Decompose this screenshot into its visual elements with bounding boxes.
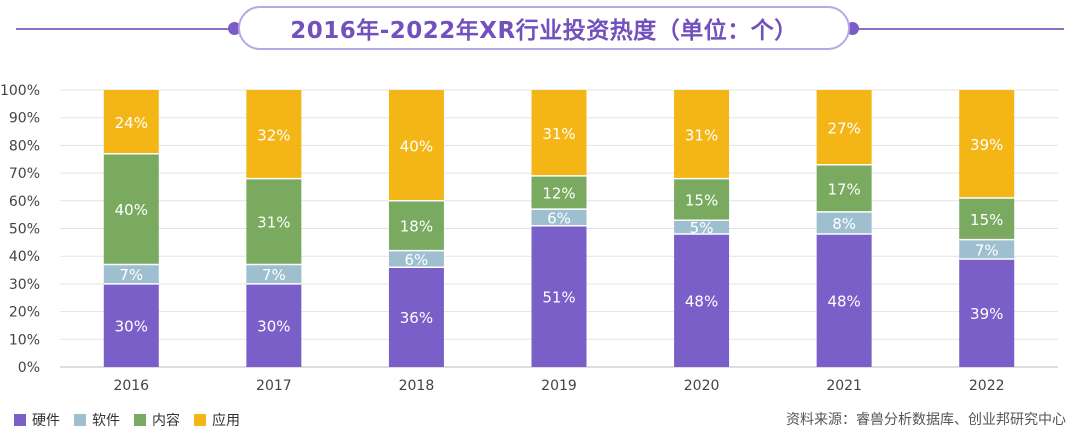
bar-segment [674, 90, 730, 179]
y-tick-label: 40% [9, 249, 40, 265]
legend-label-software: 软件 [92, 413, 120, 429]
data-label: 31% [257, 214, 290, 232]
bar-segment [816, 164, 872, 212]
data-label: 18% [400, 218, 433, 236]
data-label: 39% [970, 136, 1003, 154]
data-label: 6% [405, 251, 429, 269]
legend-label-hardware: 硬件 [32, 413, 60, 429]
bar-segment [246, 90, 302, 179]
bar-segment [959, 258, 1015, 367]
data-label: 15% [685, 191, 718, 209]
legend-swatch-hardware [14, 414, 26, 426]
bar-segment [246, 283, 302, 367]
y-tick-label: 20% [9, 305, 40, 321]
y-tick-label: 70% [9, 166, 40, 182]
y-tick-label: 50% [9, 222, 40, 238]
title-banner: 2016年-2022年XR行业投资热度（单位：个） [0, 0, 1080, 56]
x-tick-label: 2017 [256, 378, 292, 394]
bar-segment [388, 90, 444, 201]
bar-segment [959, 239, 1015, 259]
data-label: 30% [257, 317, 290, 335]
legend-label-content: 内容 [152, 413, 180, 429]
bar-segment [246, 264, 302, 284]
bar-segment [103, 90, 159, 154]
legend-swatch-application [194, 414, 206, 426]
data-label: 36% [400, 309, 433, 327]
x-tick-label: 2020 [684, 378, 720, 394]
x-tick-label: 2018 [399, 378, 435, 394]
legend-item-software: 软件 [74, 410, 120, 430]
title-dot-left [228, 22, 241, 35]
y-tick-label: 100% [0, 83, 40, 99]
legend: 硬件 软件 内容 应用 [14, 410, 254, 430]
y-tick-label: 90% [9, 111, 40, 127]
data-label: 17% [827, 180, 860, 198]
source-note: 资料来源：睿兽分析数据库、创业邦研究中心 [786, 412, 1066, 428]
y-tick-label: 10% [9, 332, 40, 348]
bar-segment [816, 234, 872, 367]
bar-segment [388, 250, 444, 268]
legend-swatch-content [134, 414, 146, 426]
data-label: 31% [685, 126, 718, 144]
data-label: 7% [119, 266, 143, 284]
stacked-bar-chart: 0% 10% 20% 30% 40% 50% 60% 70% 80% 90% 100% 30% 7% 40… [0, 83, 1058, 394]
data-label: 7% [975, 241, 999, 259]
bar-segment [816, 211, 872, 235]
x-tick-label: 2016 [113, 378, 149, 394]
bar-segment [246, 178, 302, 265]
data-label: 40% [400, 137, 433, 155]
bar-segment [959, 90, 1015, 199]
bar-segment [103, 283, 159, 367]
data-label: 40% [115, 201, 148, 219]
data-label: 27% [827, 119, 860, 137]
bar-segment [531, 225, 587, 367]
bar-segment [816, 90, 872, 165]
legend-item-content: 内容 [134, 410, 180, 430]
bar-segment [531, 175, 587, 210]
legend-item-application: 应用 [194, 410, 240, 430]
x-tick-label: 2022 [969, 378, 1005, 394]
bar-segment [103, 264, 159, 284]
legend-swatch-software [74, 414, 86, 426]
data-label: 30% [115, 317, 148, 335]
chart-title: 2016年-2022年XR行业投资热度（单位：个） [290, 18, 798, 44]
data-label: 48% [827, 293, 860, 311]
bar-segment [959, 198, 1015, 240]
data-label: 5% [690, 219, 714, 237]
bar-segment [531, 90, 587, 176]
title-line-right [842, 28, 1064, 30]
data-label: 39% [970, 305, 1003, 323]
legend-item-hardware: 硬件 [14, 410, 60, 430]
data-label: 31% [542, 125, 575, 143]
bar-segment [531, 209, 587, 226]
x-tick-label: 2021 [826, 378, 862, 394]
bar-segment [388, 200, 444, 251]
bar-segment [674, 234, 730, 367]
data-label: 24% [115, 114, 148, 132]
bar-segment [103, 153, 159, 265]
data-label: 51% [542, 288, 575, 306]
x-tick-label: 2019 [541, 378, 577, 394]
y-tick-label: 0% [18, 360, 40, 376]
data-label: 8% [832, 215, 856, 233]
title-box: 2016年-2022年XR行业投资热度（单位：个） [238, 6, 850, 50]
bar-segment [674, 220, 730, 235]
bar-segment [388, 267, 444, 367]
legend-label-application: 应用 [212, 413, 240, 429]
data-label: 7% [262, 266, 286, 284]
data-label: 12% [542, 184, 575, 202]
data-label: 48% [685, 293, 718, 311]
y-tick-label: 80% [9, 138, 40, 154]
data-label: 32% [257, 126, 290, 144]
data-label: 15% [970, 211, 1003, 229]
y-tick-label: 60% [9, 194, 40, 210]
bar-segment [674, 178, 730, 221]
data-label: 6% [547, 209, 571, 227]
title-line-left [16, 28, 238, 30]
y-tick-label: 30% [9, 277, 40, 293]
